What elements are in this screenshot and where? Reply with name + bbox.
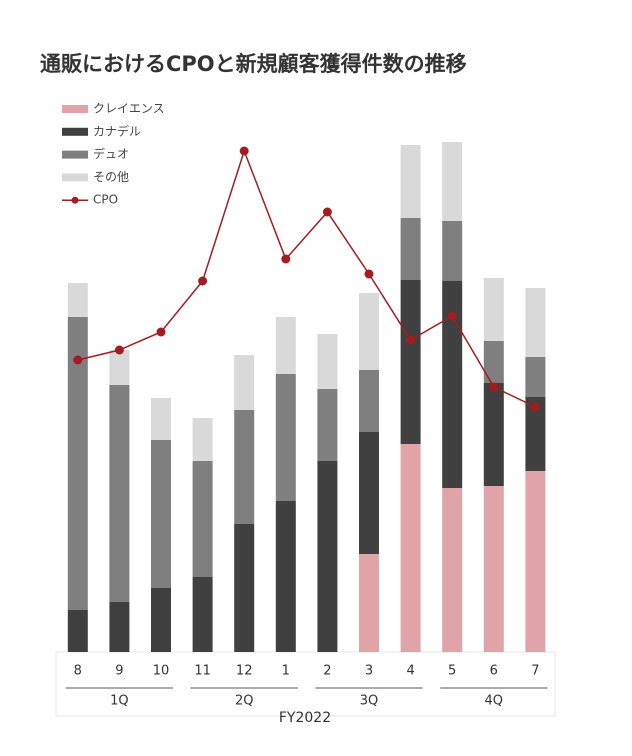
bar-segment [192,418,213,461]
bar-segment [234,524,255,652]
x-tick-label: 10 [153,664,170,679]
legend-label: クレイエンス [93,102,165,116]
bar-segment [483,486,504,652]
bar-segment [359,293,379,370]
bar-segment [483,341,504,383]
cpo-point [239,146,249,156]
bar-segment [525,397,546,471]
legend-label: カナデル [93,123,141,138]
legend-swatch [62,173,88,182]
cpo-point [530,402,540,412]
bar-segment [442,488,463,652]
bar-segment [442,281,463,488]
bar-segment [525,471,546,652]
bar-segment [442,221,463,281]
x-tick-label: 6 [490,664,498,679]
x-tick-label: 2 [323,664,331,679]
quarter-label: 1Q [110,694,129,709]
bar-segment [359,554,379,652]
x-tick-label: 9 [115,664,123,679]
cpo-point [322,207,332,217]
bar-segment [400,280,421,444]
cpo-point [489,382,499,392]
bar-segment [109,350,130,385]
legend-label: その他 [93,170,129,184]
bar-segment [400,218,421,280]
bar-segment [192,577,213,652]
x-tick-label: 12 [236,664,253,679]
cpo-point [447,311,457,321]
x-tick-label: 8 [74,664,82,679]
quarter-label: 3Q [360,694,379,709]
legend-swatch [62,105,88,113]
chart-title: 通販におけるCPOと新規顧客獲得件数の推移 [40,52,467,76]
cpo-line [77,148,536,408]
x-tick-label: 4 [406,664,414,679]
x-tick-label: 3 [365,664,373,679]
bar-segment [234,410,255,524]
cpo-point [198,276,208,286]
bar-segment [442,142,463,221]
bar-segment [317,461,338,652]
bar-segment [151,588,171,652]
axis-box [55,651,556,717]
cpo-point [156,327,166,337]
bar-segment [275,501,296,652]
bar-segment [483,383,504,486]
bar-segment [400,444,421,652]
legend-marker [71,196,79,204]
cpo-point [73,355,83,365]
x-tick-label: 11 [194,664,211,679]
bar-segment [67,610,88,652]
legend-label: デュオ [93,146,129,161]
x-tick-label: 7 [531,664,539,679]
quarter-label: 4Q [485,694,504,709]
bar-segment [359,370,379,432]
cpo-point [364,269,374,279]
bar-segment [275,374,296,501]
cpo-point [281,254,291,264]
x-axis-label: FY2022 [279,710,331,726]
legend-swatch [62,127,88,136]
bar-segment [67,317,88,610]
bar-segment [317,334,338,389]
bar-segment [151,398,171,440]
bar-segment [400,145,421,218]
x-tick-label: 1 [282,664,290,679]
bar-segment [151,440,171,588]
bar-segment [359,432,379,554]
bar-segment [109,602,130,652]
cpo-point [114,345,124,355]
bar-segment [525,357,546,397]
bar-segment [192,461,213,577]
legend-swatch [62,150,88,159]
bar-segment [275,317,296,374]
bar-segment [234,355,255,410]
bar-segment [525,288,546,357]
legend-label: CPO [93,193,118,207]
x-tick-label: 5 [448,664,456,679]
bar-segment [317,389,338,461]
bar-segment [483,278,504,341]
bar-segment [109,385,130,602]
quarter-label: 2Q [235,694,254,709]
cpo-point [406,335,416,345]
bar-segment [67,283,88,317]
